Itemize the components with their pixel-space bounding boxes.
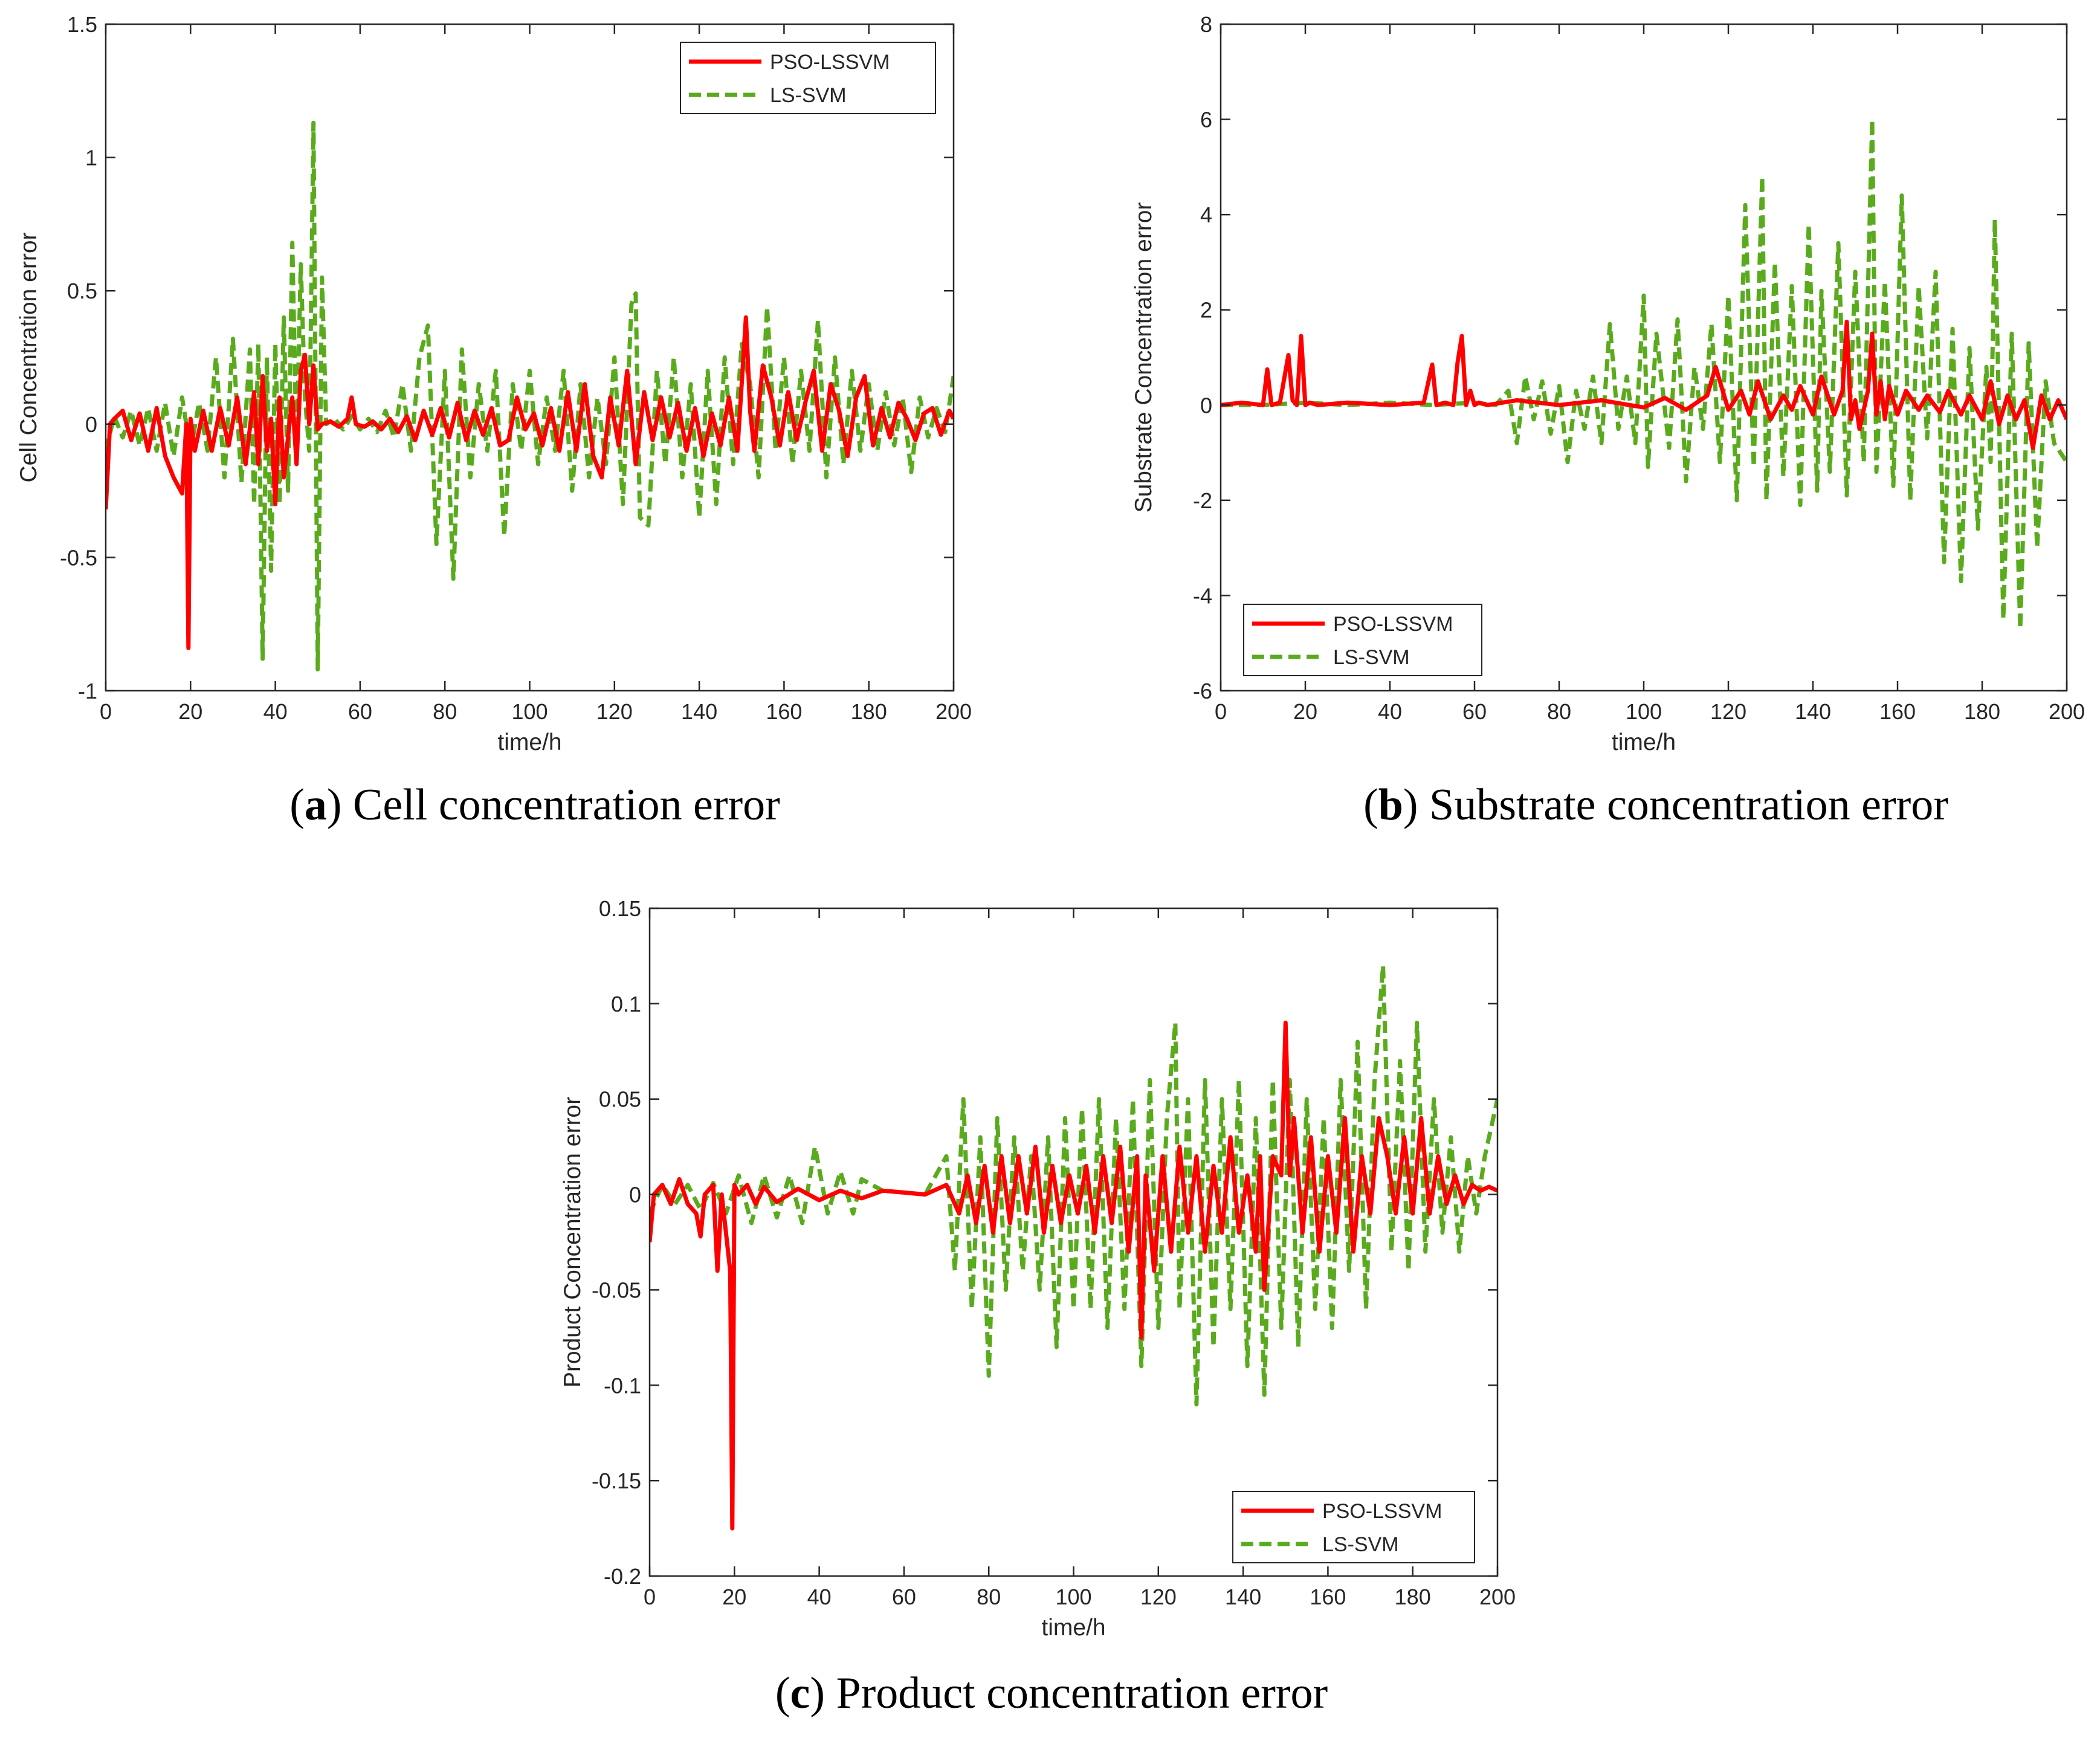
x-tick-label: 20	[178, 699, 202, 724]
y-tick-label: 0	[629, 1183, 641, 1207]
y-tick-label: -0.1	[604, 1373, 641, 1398]
x-tick-label: 100	[1055, 1585, 1091, 1609]
legend-label-ls-svm: LS-SVM	[1322, 1533, 1399, 1556]
y-tick-label: -0.05	[592, 1278, 641, 1302]
y-tick-label: 6	[1200, 108, 1212, 132]
series-pso-lssvm-line	[1221, 319, 2067, 450]
y-tick-label: -0.15	[592, 1468, 641, 1493]
x-tick-label: 20	[1293, 699, 1317, 724]
x-tick-label: 180	[1395, 1585, 1431, 1609]
chart-2: 0 20 40 60 80 100 120 140 160 180 200 -6 -4 -2 0 2 4 6 8 ti…	[1131, 12, 2085, 755]
y-axis-label: Substrate Concentration error	[1131, 202, 1157, 513]
series-ls-svm-line	[106, 120, 954, 672]
x-tick-label: 200	[2049, 699, 2085, 724]
caption-c: (c) Product concentration error	[775, 1669, 1328, 1718]
legend: PSO-LSSVM LS-SVM	[1232, 1491, 1475, 1563]
x-tick-label: 80	[433, 699, 457, 724]
x-tick-label: 140	[1225, 1585, 1261, 1609]
x-tick-label: 180	[1964, 699, 2000, 724]
y-tick-label: -0.2	[604, 1564, 641, 1589]
x-tick-label: 0	[100, 699, 112, 724]
x-tick-label: 160	[766, 699, 802, 724]
y-tick-label: 0	[1200, 393, 1212, 418]
x-axis-label: time/h	[1612, 729, 1676, 755]
y-tick-label: 1	[85, 146, 97, 170]
x-tick-label: 160	[1310, 1585, 1346, 1609]
y-tick-label: 0.05	[599, 1087, 641, 1112]
x-tick-label: 140	[681, 699, 717, 724]
x-axis-label: time/h	[1041, 1615, 1105, 1641]
x-tick-label: 60	[348, 699, 372, 724]
x-tick-label: 120	[1140, 1585, 1177, 1609]
series-pso-lssvm-line	[650, 1020, 1497, 1531]
legend-label-pso-lssvm: PSO-LSSVM	[1333, 613, 1453, 636]
x-tick-label: 80	[1547, 699, 1571, 724]
plot-frame	[648, 907, 1499, 1577]
x-tick-label: 200	[935, 699, 972, 724]
chart-1: 0 20 40 60 80 100 120 140 160 180 200 -1 -0.5 0 0.5 1 1.…	[16, 12, 972, 755]
x-tick-label: 40	[1378, 699, 1402, 724]
x-axis-label: time/h	[497, 729, 561, 755]
x-tick-label: 160	[1879, 699, 1916, 724]
y-axis-label: Cell Concentration error	[16, 232, 42, 482]
y-tick-label: 0.1	[611, 992, 641, 1016]
legend-label-pso-lssvm: PSO-LSSVM	[1322, 1500, 1442, 1523]
x-tick-label: 60	[1462, 699, 1487, 724]
y-tick-label: 8	[1200, 12, 1212, 37]
x-tick-label: 80	[977, 1585, 1001, 1609]
legend-label-ls-svm: LS-SVM	[770, 84, 847, 107]
y-tick-label: -6	[1193, 679, 1212, 703]
x-tick-label: 100	[1626, 699, 1662, 724]
y-axis-label: Product Concentration error	[560, 1097, 586, 1387]
legend-box	[680, 42, 936, 114]
legend-box	[1243, 604, 1482, 676]
legend: PSO-LSSVM LS-SVM	[1243, 604, 1482, 676]
x-tick-label: 200	[1479, 1585, 1516, 1609]
legend-box	[1232, 1491, 1475, 1563]
x-tick-label: 40	[263, 699, 288, 724]
x-tick-label: 20	[722, 1585, 746, 1609]
y-tick-label: 0.15	[599, 896, 641, 921]
series-pso-lssvm-line	[106, 315, 954, 650]
y-tick-label: 0	[85, 412, 97, 437]
x-tick-label: 60	[892, 1585, 916, 1609]
x-tick-label: 180	[851, 699, 887, 724]
y-tick-label: -0.5	[60, 545, 97, 570]
x-tick-label: 120	[596, 699, 633, 724]
legend: PSO-LSSVM LS-SVM	[680, 42, 936, 114]
chart-3: 0 20 40 60 80 100 120 140 160 180 200 -0.2 -0.15 -0.1…	[560, 896, 1516, 1641]
x-tick-label: 0	[1215, 699, 1227, 724]
legend-label-ls-svm: LS-SVM	[1333, 646, 1410, 669]
x-tick-label: 100	[511, 699, 548, 724]
x-tick-label: 40	[807, 1585, 832, 1609]
y-tick-label: 4	[1200, 202, 1212, 227]
series-ls-svm-line	[650, 963, 1497, 1407]
y-tick-label: -1	[78, 679, 97, 703]
caption-b: (b) Substrate concentration error	[1363, 780, 1948, 830]
caption-a: (a) Cell concentration error	[289, 780, 780, 830]
y-tick-label: -2	[1193, 488, 1212, 513]
series-ls-svm-line	[1221, 117, 2067, 632]
y-tick-label: 1.5	[67, 12, 97, 37]
y-tick-label: -4	[1193, 583, 1212, 608]
x-tick-label: 120	[1710, 699, 1746, 724]
legend-label-pso-lssvm: PSO-LSSVM	[770, 51, 890, 74]
x-tick-label: 0	[644, 1585, 656, 1609]
x-tick-label: 140	[1795, 699, 1831, 724]
y-tick-label: 2	[1200, 298, 1212, 323]
y-tick-label: 0.5	[67, 279, 97, 303]
